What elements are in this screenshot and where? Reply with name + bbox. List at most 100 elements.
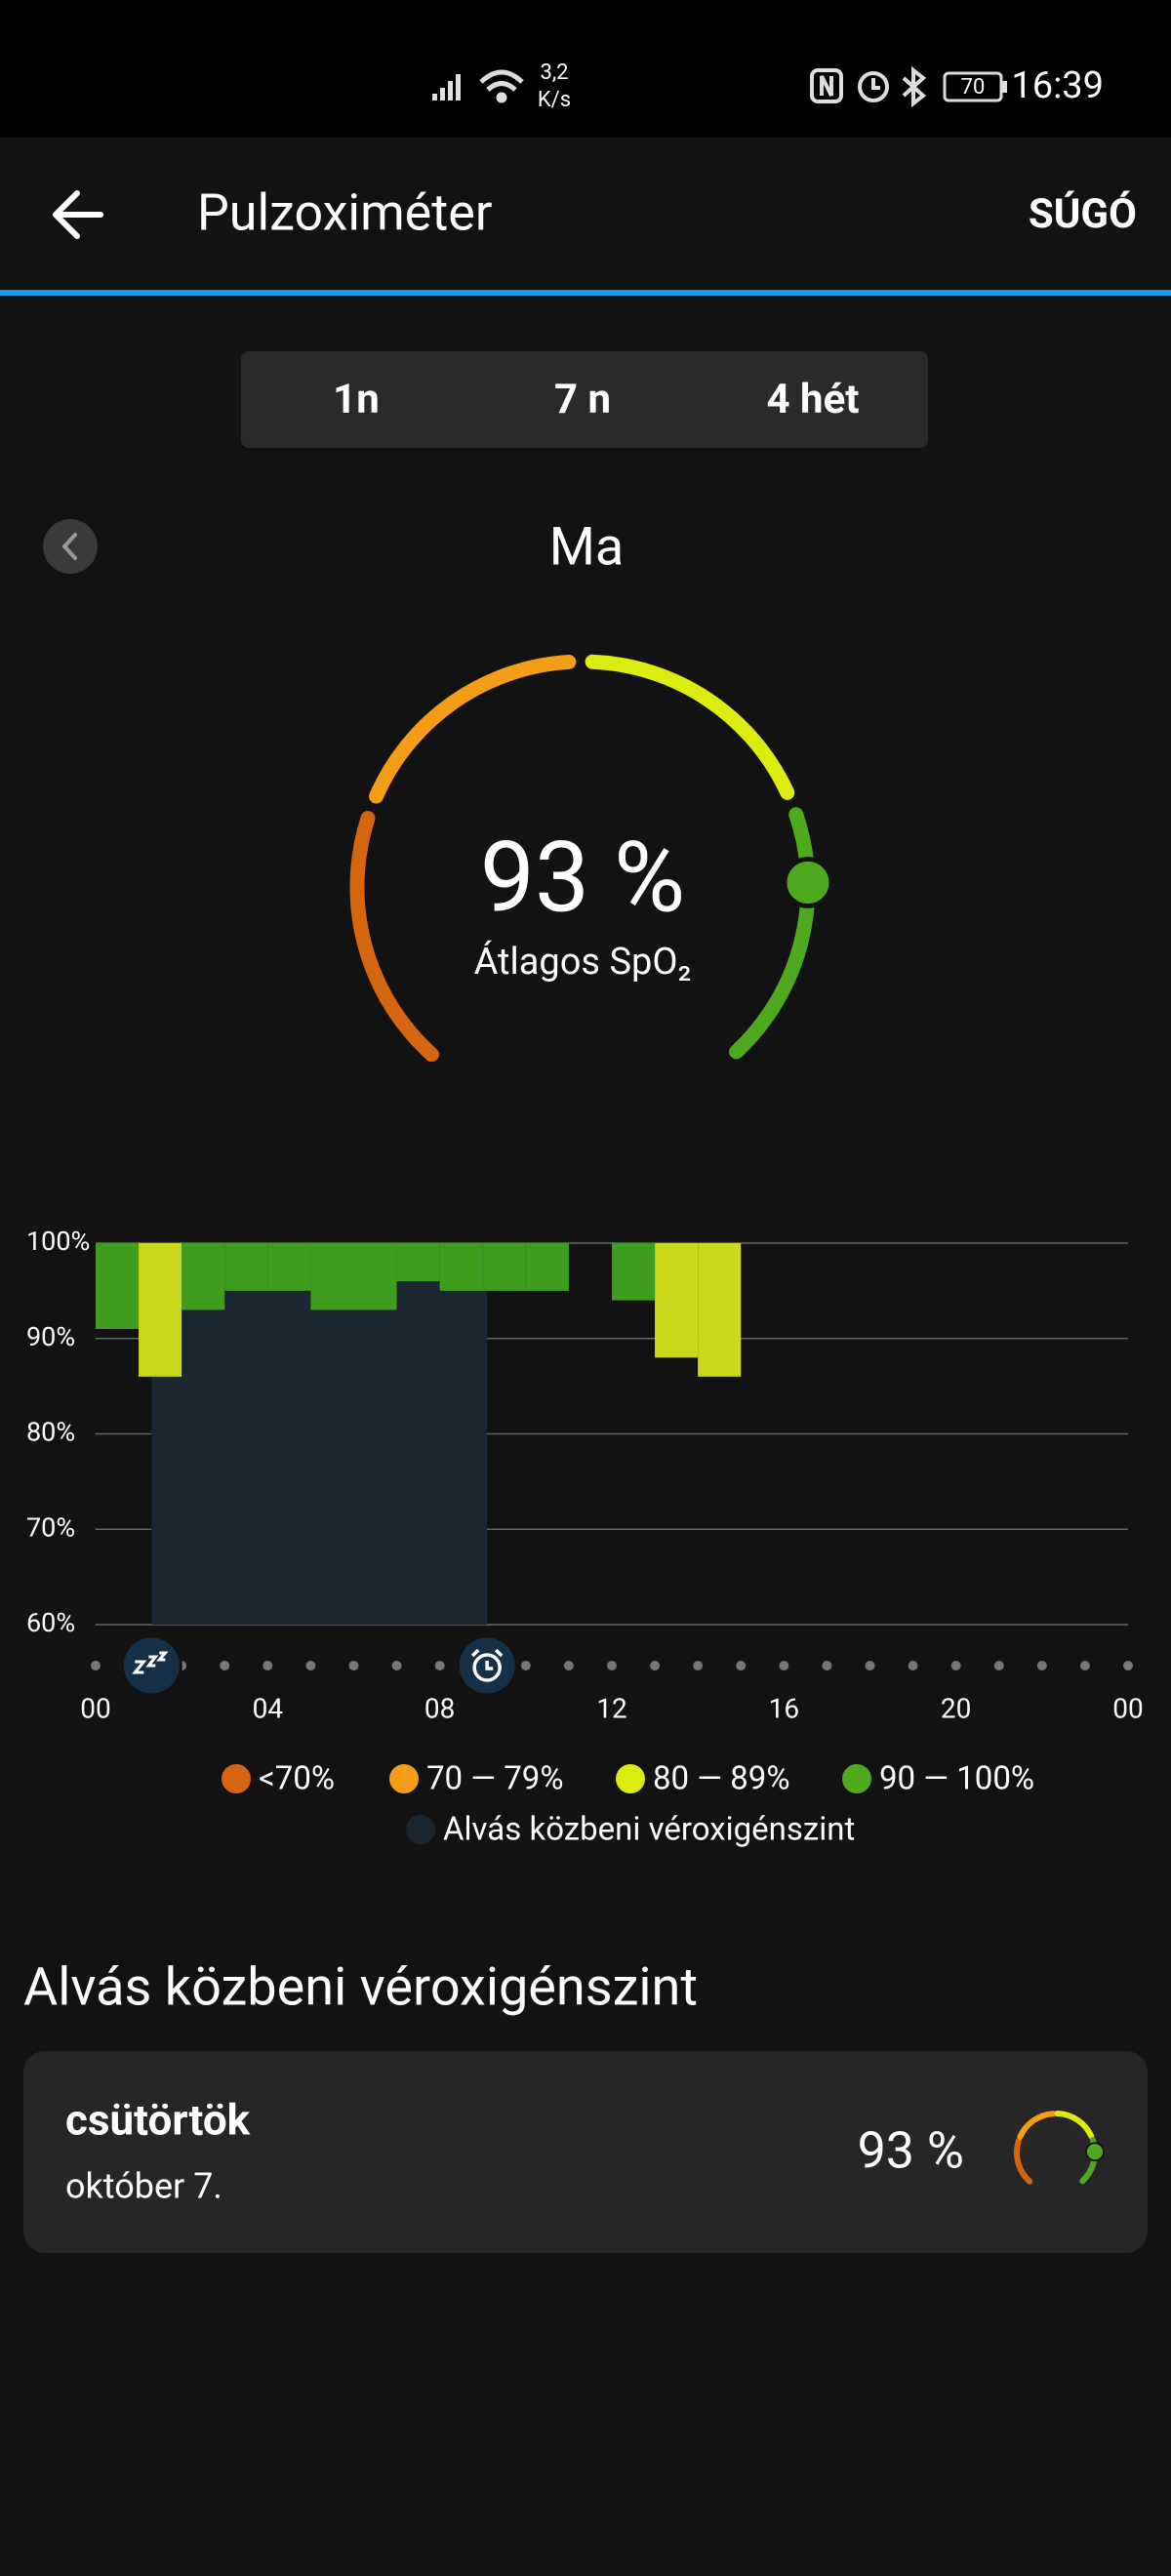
x-minor-dot [693, 1661, 704, 1670]
x-tick-label: 12 [596, 1692, 626, 1724]
bar [439, 1243, 483, 1291]
legend-label: 70 — 79% [426, 1760, 564, 1798]
x-minor-dot [1079, 1661, 1090, 1670]
x-minor-dot [908, 1661, 918, 1670]
x-tick-label: 08 [424, 1692, 455, 1724]
bar [96, 1243, 140, 1329]
gauge-segment [349, 811, 439, 1063]
bar [698, 1243, 742, 1377]
x-tick-mark [950, 1661, 961, 1670]
tab[interactable]: 7 n [554, 376, 611, 423]
legend-swatch [842, 1764, 871, 1793]
x-tick-mark [779, 1661, 789, 1670]
legend-label: 80 — 89% [653, 1760, 790, 1798]
y-tick-label: 90% [26, 1321, 75, 1352]
bar [655, 1243, 699, 1358]
card-date: október 7. [65, 2166, 222, 2207]
legend-label: Alvás közbeni véroxigénszint [443, 1811, 855, 1849]
gauge-segment [369, 654, 577, 804]
legend-swatch [406, 1815, 435, 1844]
period-label: Ma [549, 516, 625, 578]
x-minor-dot [736, 1661, 747, 1670]
bar [525, 1243, 569, 1291]
battery-tip [1002, 81, 1007, 93]
gauge-value: 93 % [480, 821, 685, 935]
bar [139, 1243, 182, 1377]
y-tick-label: 60% [26, 1607, 75, 1638]
legend-swatch [222, 1764, 251, 1793]
gauge-indicator [782, 857, 834, 908]
card-day: csütörtök [65, 2095, 251, 2146]
tab-bar [241, 351, 928, 448]
nfc-icon [810, 68, 843, 103]
gauge-label: Átlagos SpO₂ [474, 940, 692, 984]
x-tick-mark [91, 1661, 101, 1670]
bar [396, 1243, 440, 1282]
alarm-hands [470, 1648, 504, 1670]
bar [224, 1243, 268, 1291]
x-minor-dot [993, 1661, 1004, 1670]
x-tick-label: 16 [769, 1692, 799, 1724]
sleep-start-icon [132, 1651, 169, 1674]
legend-label: <70% [259, 1760, 335, 1798]
gauge-segment [1017, 2111, 1057, 2140]
tab[interactable]: 4 hét [767, 376, 860, 423]
header-divider [0, 290, 1171, 296]
bluetooth-icon [902, 65, 927, 108]
gauge-segment [585, 654, 795, 800]
x-minor-dot [1036, 1661, 1047, 1670]
x-tick-label: 00 [1112, 1692, 1143, 1724]
legend-swatch [616, 1764, 645, 1793]
status-bar [0, 0, 1171, 138]
battery-level: 70 [961, 75, 986, 100]
x-minor-dot [822, 1661, 832, 1670]
bar [482, 1243, 526, 1291]
x-minor-dot [220, 1661, 230, 1670]
y-tick-label: 100% [26, 1226, 90, 1257]
bar [182, 1243, 225, 1310]
x-tick-label: 00 [80, 1692, 110, 1724]
help-button[interactable]: SÚGÓ [1029, 189, 1137, 238]
x-tick-label: 04 [253, 1692, 284, 1724]
x-tick-mark [607, 1661, 617, 1670]
x-minor-dot [305, 1661, 316, 1670]
bar [267, 1243, 311, 1291]
section-title: Alvás közbeni véroxigénszint [23, 1956, 698, 2018]
x-minor-dot [520, 1661, 531, 1670]
gauge-indicator [1085, 2142, 1105, 2162]
sleep-card[interactable] [23, 2051, 1148, 2253]
battery-icon [943, 71, 1003, 102]
gauge-segment [1014, 2137, 1033, 2185]
tab[interactable]: 1n [333, 376, 380, 423]
x-tick-mark [1123, 1661, 1133, 1670]
x-tick-mark [434, 1661, 445, 1670]
clock: 16:39 [1011, 64, 1104, 107]
bar [612, 1243, 656, 1301]
y-tick-label: 80% [26, 1417, 75, 1448]
x-minor-dot [650, 1661, 661, 1670]
screen-title: Pulzoximéter [197, 183, 492, 243]
x-minor-dot [563, 1661, 574, 1670]
gauge-segment [1054, 2111, 1095, 2140]
y-tick-label: 70% [26, 1511, 75, 1543]
card-value: 93 % [858, 2121, 964, 2181]
x-minor-dot [348, 1661, 359, 1670]
net-speed-unit: K/s [538, 88, 571, 112]
signal-icon [432, 74, 461, 101]
net-speed: 3,2 [540, 60, 568, 85]
bar [353, 1243, 397, 1310]
x-minor-dot [391, 1661, 402, 1670]
x-minor-dot [865, 1661, 875, 1670]
legend-label: 90 — 100% [879, 1760, 1034, 1798]
prev-arrow [61, 533, 77, 560]
x-tick-mark [262, 1661, 273, 1670]
wifi-icon [479, 69, 524, 103]
alarm-icon [858, 71, 889, 102]
legend-swatch [389, 1764, 419, 1793]
back-button[interactable] [53, 190, 103, 239]
gauge-segment [729, 807, 816, 1060]
bar [310, 1243, 354, 1310]
prev-period-button[interactable] [43, 519, 98, 574]
